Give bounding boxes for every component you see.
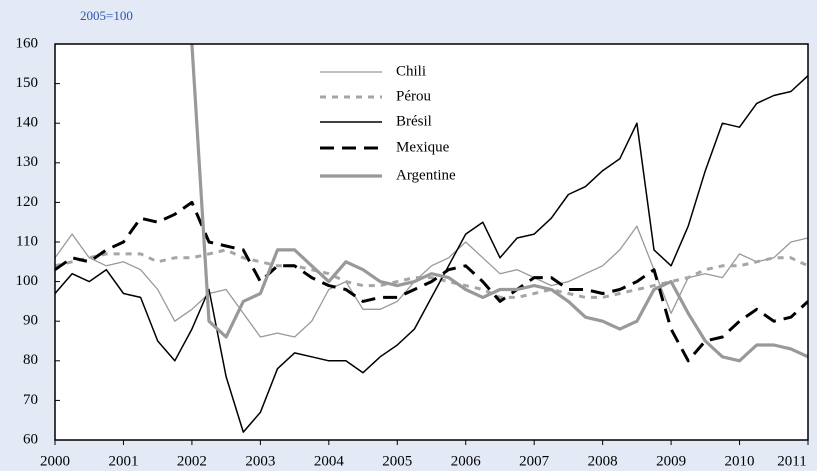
y-tick-label: 60: [23, 431, 38, 447]
x-tick-label: 2009: [656, 453, 686, 469]
x-tick-label: 2003: [245, 453, 275, 469]
series-line: [55, 248, 808, 299]
x-tick-label: 2010: [725, 453, 755, 469]
y-tick-label: 100: [16, 273, 39, 289]
y-tick-label: 90: [23, 313, 38, 329]
series-line: [190, 44, 808, 363]
legend-label: Argentine: [396, 167, 456, 183]
y-tick-label: 80: [23, 352, 38, 368]
series-line: [55, 75, 808, 433]
series-line: [55, 225, 808, 338]
y-tick-label: 160: [16, 35, 39, 51]
x-tick-label: 2011: [777, 453, 806, 469]
x-tick-label: 2004: [314, 453, 345, 469]
legend-label: Brésil: [396, 113, 432, 129]
lines: [55, 44, 808, 433]
subtitle: 2005=100: [80, 8, 133, 23]
x-tick-label: 2005: [382, 453, 412, 469]
x-tick-label: 2001: [108, 453, 138, 469]
x-tick-label: 2002: [177, 453, 207, 469]
legend-label: Pérou: [396, 88, 431, 104]
legend-label: Mexique: [396, 139, 450, 155]
x-tick-label: 2006: [451, 453, 482, 469]
series-line: [55, 200, 808, 363]
y-tick-label: 140: [16, 115, 39, 131]
y-tick-label: 70: [23, 392, 38, 408]
x-tick-label: 2000: [40, 453, 70, 469]
y-tick-label: 120: [16, 194, 39, 210]
x-tick-label: 2008: [588, 453, 618, 469]
plot-area: [55, 44, 808, 440]
x-tick-label: 2007: [519, 453, 550, 469]
y-tick-label: 150: [16, 75, 39, 91]
y-tick-label: 110: [16, 233, 38, 249]
y-tick-label: 130: [16, 154, 39, 170]
legend-label: Chili: [396, 63, 426, 79]
